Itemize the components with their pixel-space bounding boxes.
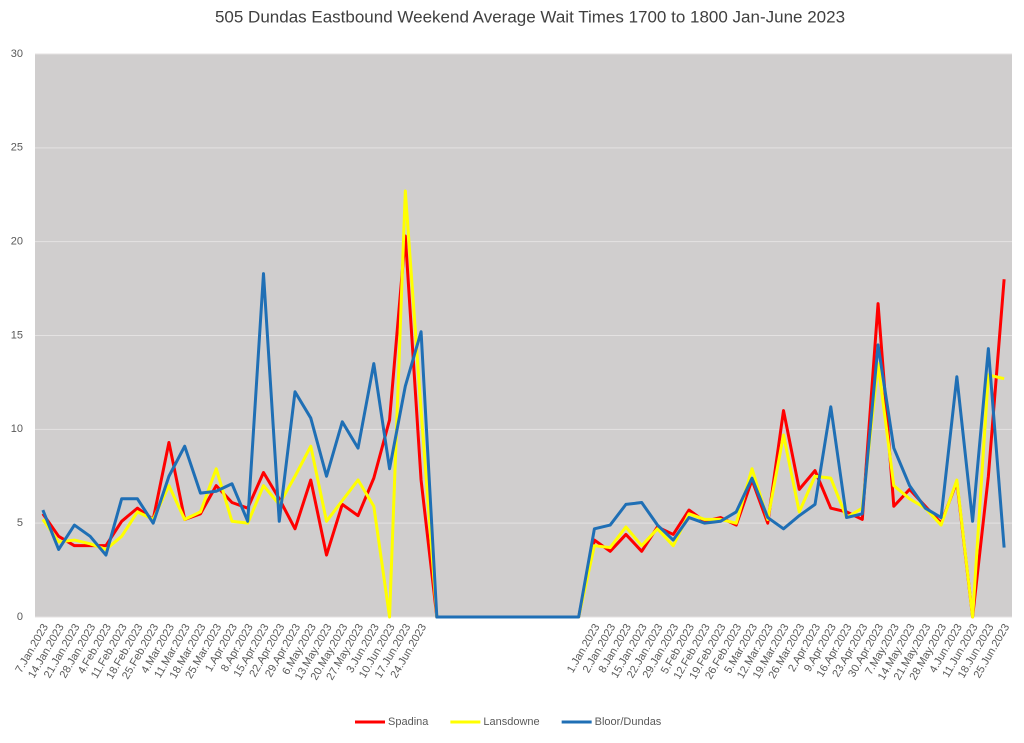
series-line xyxy=(41,272,1006,619)
y-tick-label: 0 xyxy=(17,611,23,623)
y-tick-label: 20 xyxy=(11,236,23,248)
y-tick-label: 15 xyxy=(11,329,23,341)
legend-label: Spadina xyxy=(388,716,429,728)
legend-label: Lansdowne xyxy=(483,716,539,728)
y-tick-label: 30 xyxy=(11,48,23,60)
y-tick-label: 5 xyxy=(17,517,23,529)
y-tick-label: 25 xyxy=(11,142,23,154)
legend-label: Bloor/Dundas xyxy=(595,716,662,728)
chart-title: 505 Dundas Eastbound Weekend Average Wai… xyxy=(215,7,845,26)
y-tick-label: 10 xyxy=(11,423,23,435)
